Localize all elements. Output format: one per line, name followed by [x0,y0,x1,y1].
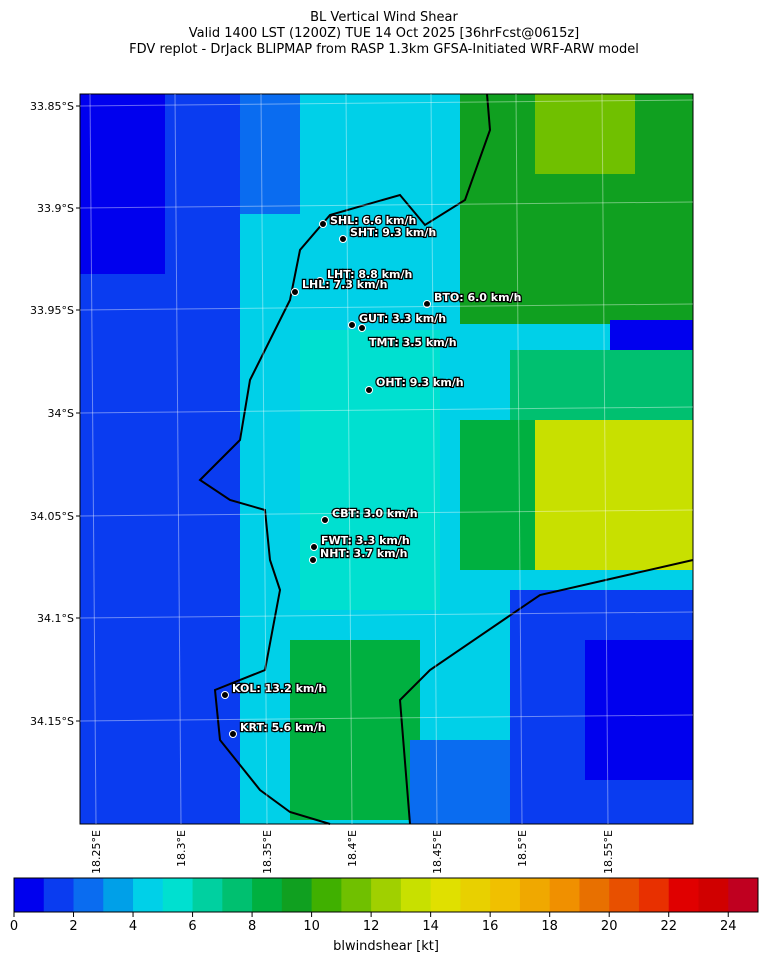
lon-label: 18.5°E [516,830,529,867]
station-dot [229,730,237,738]
station-dot [339,235,347,243]
station-dot [365,386,373,394]
lat-label: 33.9°S [37,202,74,215]
colorbar-tick-label: 14 [422,919,439,934]
colorbar-bin [400,878,432,912]
graticule [79,303,694,311]
station-label: OHT: 9.3 km/h [376,376,464,389]
station-dot [309,556,317,564]
lat-label: 34.1°S [37,612,74,625]
station-label: NHT: 3.7 km/h [320,547,407,560]
lat-label: 34°S [48,407,74,420]
graticule [174,93,182,825]
station-dot [348,321,356,329]
colorbar-bin [341,878,372,912]
colorbar-tick-label: 8 [248,919,256,934]
colorbar-bin [222,878,253,912]
graticule [79,611,694,619]
station-label: SHL: 6.6 km/h [330,214,416,227]
colorbar-bin [519,878,551,912]
colorbar-bin [609,878,640,912]
station-label: KOL: 13.2 km/h [232,682,326,695]
station-dot [310,543,318,551]
station-label: FWT: 3.3 km/h [321,534,410,547]
station-label: CBT: 3.0 km/h [332,507,418,520]
graticule [79,99,694,107]
colorbar-tick-label: 4 [129,919,137,934]
lat-label: 33.85°S [30,100,74,113]
colorbar-tick-label: 24 [720,919,737,934]
station-dot [319,220,327,228]
colorbar-frame [13,877,759,913]
station-label: LHL: 7.3 km/h [302,278,387,291]
graticule [79,201,694,209]
colorbar-bin [103,878,134,912]
colorbar-bin [638,878,670,912]
graticule [79,714,694,722]
graticule [430,93,438,825]
station-label: BTO: 6.0 km/h [434,291,521,304]
title-line: FDV replot - DrJack BLIPMAP from RASP 1.… [129,42,639,57]
colorbar-bin [43,878,75,912]
colorbar-bin [252,878,283,912]
lat-label: 33.95°S [30,304,74,317]
graticule [601,93,609,825]
colorbar-bin [281,878,313,912]
colorbar-bin [311,878,342,912]
station-dot [316,277,324,285]
colorbar-label: blwindshear [kt] [333,939,439,954]
station-label: GUT: 3.3 km/h [359,312,446,325]
lat-label: 34.15°S [30,715,74,728]
station-dot [321,516,329,524]
colorbar-bin [728,878,759,912]
lon-label: 18.25°E [90,830,103,874]
lat-label: 34.05°S [30,510,74,523]
colorbar-tick-label: 6 [188,919,196,934]
colorbar-bin [549,878,580,912]
colorbar-tick-label: 16 [482,919,499,934]
colorbar-tick-label: 0 [10,919,18,934]
colorbar-tick-label: 22 [660,919,677,934]
colorbar-bin [371,878,402,912]
station-dot [423,300,431,308]
graticule [515,93,523,825]
title-line: BL Vertical Wind Shear [310,10,458,25]
colorbar-tick-label: 12 [363,919,380,934]
colorbar-bin [162,878,194,912]
station-label: LHT: 8.8 km/h [327,268,412,281]
colorbar-bin [192,878,223,912]
lon-label: 18.35°E [261,830,274,874]
graticule [79,406,694,414]
lon-label: 18.4°E [346,830,359,867]
graticule [260,93,268,825]
lon-label: 18.45°E [431,830,444,874]
lon-label: 18.3°E [175,830,188,867]
graticule [89,93,97,825]
colorbar-bin [73,878,104,912]
station-dot [221,691,229,699]
station-label: KRT: 5.6 km/h [240,721,326,734]
colorbar-tick-label: 10 [303,919,320,934]
colorbar-bin [698,878,729,912]
colorbar-bin [490,878,521,912]
lon-label: 18.55°E [602,830,615,874]
colorbar-bin [460,878,491,912]
graticule [345,93,353,825]
colorbar-tick-label: 20 [601,919,618,934]
station-label: TMT: 3.5 km/h [369,336,457,349]
colorbar-bin [133,878,164,912]
title-line: Valid 1400 LST (1200Z) TUE 14 Oct 2025 [… [189,26,579,41]
colorbar-tick-label: 18 [541,919,558,934]
colorbar-bin [668,878,699,912]
colorbar-bin [430,878,461,912]
colorbar-bin [14,878,45,912]
station-label: SHT: 9.3 km/h [350,226,436,239]
map [79,93,694,825]
station-dot [358,324,366,332]
graticule [79,509,694,517]
station-dot [291,288,299,296]
colorbar-tick-label: 2 [69,919,77,934]
colorbar-bin [579,878,610,912]
